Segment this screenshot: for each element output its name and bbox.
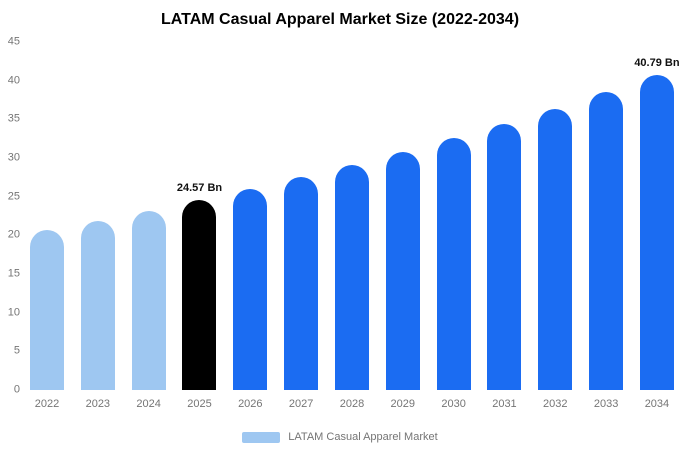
bar-2026 bbox=[233, 188, 268, 390]
bar-2023 bbox=[80, 220, 115, 390]
chart-title: LATAM Casual Apparel Market Size (2022-2… bbox=[160, 11, 520, 28]
bar-group-2030 bbox=[436, 42, 471, 390]
x-axis: 2022 2023 2024 2025 2026 2027 2028 2029 2030 2031… bbox=[30, 398, 674, 410]
plot-area: 24.57 Bn 40.79 Bn bbox=[30, 42, 680, 390]
bar-2031 bbox=[487, 123, 522, 390]
x-tick-label-2033: 2033 bbox=[593, 398, 619, 410]
bar-group-2026 bbox=[233, 42, 268, 390]
x-tick-label-2032: 2032 bbox=[543, 398, 568, 410]
x-tick-label-2027: 2027 bbox=[288, 398, 314, 410]
bar-2034 bbox=[639, 74, 674, 390]
bar-group-2028 bbox=[334, 42, 369, 390]
bar-2024 bbox=[131, 210, 166, 390]
y-tick-label: 5 bbox=[13, 344, 20, 357]
x-tick-label-2030: 2030 bbox=[441, 398, 466, 410]
bar-group-2032 bbox=[538, 42, 573, 390]
bars: 24.57 Bn 40.79 Bn bbox=[30, 42, 680, 390]
y-tick-label: 0 bbox=[13, 383, 20, 396]
bar-2029 bbox=[385, 151, 420, 390]
x-tick-label-2034: 2034 bbox=[644, 398, 670, 410]
bar-group-2025: 24.57 Bn bbox=[177, 42, 222, 390]
y-tick-label: 10 bbox=[7, 306, 20, 319]
y-tick-label: 25 bbox=[7, 190, 20, 203]
y-tick-label: 30 bbox=[7, 151, 20, 164]
bar-2033 bbox=[589, 92, 624, 390]
x-tick-label-2022: 2022 bbox=[34, 398, 60, 410]
legend-swatch bbox=[242, 431, 281, 443]
bar-2028 bbox=[334, 164, 369, 390]
x-tick-label-2024: 2024 bbox=[136, 398, 161, 410]
bar-group-2022 bbox=[30, 42, 64, 390]
bar-group-2031 bbox=[487, 42, 522, 390]
y-axis: 0 5 10 15 20 25 30 35 40 45 bbox=[0, 36, 26, 395]
y-tick-label: 40 bbox=[7, 74, 20, 87]
x-tick-label-2028: 2028 bbox=[339, 398, 365, 410]
value-label-2034: 40.79 Bn bbox=[634, 56, 680, 69]
legend: LATAM Casual Apparel Market bbox=[0, 431, 680, 443]
bar-2022 bbox=[30, 229, 64, 390]
bar-2032 bbox=[538, 108, 573, 390]
bar-group-2027 bbox=[284, 42, 319, 390]
bar-group-2033 bbox=[589, 42, 624, 390]
x-tick-label-2025: 2025 bbox=[187, 398, 212, 410]
bar-2025 bbox=[182, 200, 217, 390]
y-tick-label: 20 bbox=[7, 228, 20, 241]
x-tick-label-2031: 2031 bbox=[492, 398, 517, 410]
x-tick-label-2029: 2029 bbox=[390, 398, 416, 410]
y-tick-label: 15 bbox=[7, 267, 20, 280]
bar-group-2023 bbox=[80, 42, 115, 390]
x-tick-label-2026: 2026 bbox=[238, 398, 263, 410]
bar-group-2034: 40.79 Bn bbox=[634, 42, 680, 390]
y-tick-label: 45 bbox=[7, 35, 20, 48]
bar-2027 bbox=[284, 177, 319, 390]
x-tick-label-2023: 2023 bbox=[85, 398, 111, 410]
bar-group-2029 bbox=[385, 42, 420, 390]
bar-group-2024 bbox=[131, 42, 166, 390]
y-tick-label: 35 bbox=[7, 112, 20, 125]
value-label-2025: 24.57 Bn bbox=[176, 182, 223, 194]
legend-label: LATAM Casual Apparel Market bbox=[288, 431, 438, 443]
bar-2030 bbox=[436, 137, 471, 390]
